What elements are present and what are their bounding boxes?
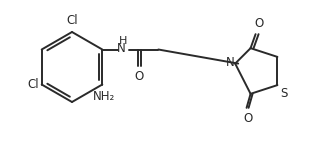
Text: N: N bbox=[117, 42, 126, 55]
Text: H: H bbox=[119, 36, 128, 46]
Text: O: O bbox=[243, 112, 252, 125]
Text: O: O bbox=[254, 17, 263, 30]
Text: N: N bbox=[225, 56, 234, 69]
Text: NH₂: NH₂ bbox=[93, 90, 115, 103]
Text: O: O bbox=[135, 69, 144, 83]
Text: S: S bbox=[280, 87, 288, 100]
Text: Cl: Cl bbox=[66, 14, 78, 27]
Text: Cl: Cl bbox=[27, 78, 39, 91]
